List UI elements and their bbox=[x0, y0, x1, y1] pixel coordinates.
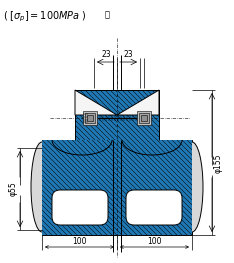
Bar bbox=[137, 111, 151, 125]
Bar bbox=[139, 113, 149, 123]
Text: 100: 100 bbox=[72, 237, 86, 246]
FancyBboxPatch shape bbox=[52, 190, 108, 225]
Bar bbox=[83, 111, 97, 125]
Polygon shape bbox=[117, 140, 192, 235]
Polygon shape bbox=[117, 90, 159, 115]
Bar bbox=[87, 115, 93, 121]
Text: 23: 23 bbox=[101, 50, 111, 59]
Text: φ155: φ155 bbox=[214, 153, 223, 173]
Text: 23: 23 bbox=[123, 50, 133, 59]
Polygon shape bbox=[42, 140, 117, 235]
Polygon shape bbox=[75, 90, 117, 140]
Text: 100: 100 bbox=[147, 237, 161, 246]
Text: $(\;[\sigma_p]=100MPa\;)$: $(\;[\sigma_p]=100MPa\;)$ bbox=[3, 10, 86, 24]
Polygon shape bbox=[75, 90, 159, 140]
Bar bbox=[141, 115, 147, 121]
Ellipse shape bbox=[181, 142, 203, 232]
FancyBboxPatch shape bbox=[126, 190, 182, 225]
Polygon shape bbox=[42, 140, 117, 235]
Bar bbox=[85, 113, 95, 123]
Polygon shape bbox=[117, 90, 159, 140]
Polygon shape bbox=[75, 90, 117, 115]
Text: φ55: φ55 bbox=[9, 182, 18, 196]
Text: 。: 。 bbox=[105, 10, 110, 19]
Polygon shape bbox=[117, 140, 192, 235]
Ellipse shape bbox=[31, 142, 53, 232]
